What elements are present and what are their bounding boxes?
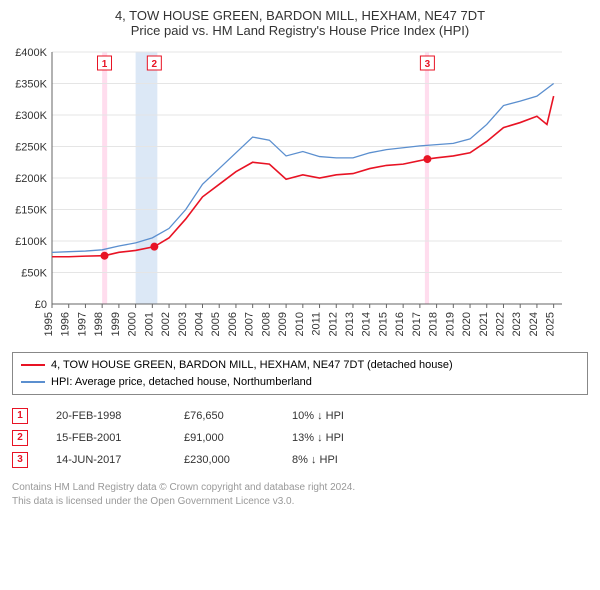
sales-marker: 1 xyxy=(12,408,28,424)
svg-text:2004: 2004 xyxy=(193,312,205,336)
svg-text:£100K: £100K xyxy=(15,236,47,248)
legend-swatch xyxy=(21,364,45,366)
svg-text:2: 2 xyxy=(152,59,158,70)
svg-text:2022: 2022 xyxy=(494,312,506,336)
sales-price: £230,000 xyxy=(184,449,264,471)
svg-text:£400K: £400K xyxy=(15,47,47,59)
sales-price: £91,000 xyxy=(184,427,264,449)
svg-text:2024: 2024 xyxy=(528,312,540,336)
svg-text:2000: 2000 xyxy=(127,312,139,336)
footer-line-2: This data is licensed under the Open Gov… xyxy=(12,495,588,509)
sales-marker: 3 xyxy=(12,452,28,468)
svg-text:2017: 2017 xyxy=(411,312,423,336)
legend-row: 4, TOW HOUSE GREEN, BARDON MILL, HEXHAM,… xyxy=(21,357,579,374)
sales-row: 2 15-FEB-2001 £91,000 13% ↓ HPI xyxy=(12,427,588,449)
svg-text:2001: 2001 xyxy=(143,312,155,336)
svg-text:2018: 2018 xyxy=(428,312,440,336)
legend-label: 4, TOW HOUSE GREEN, BARDON MILL, HEXHAM,… xyxy=(51,357,453,374)
sales-row: 3 14-JUN-2017 £230,000 8% ↓ HPI xyxy=(12,449,588,471)
legend-row: HPI: Average price, detached house, Nort… xyxy=(21,374,579,391)
sales-date: 15-FEB-2001 xyxy=(56,427,156,449)
svg-text:£250K: £250K xyxy=(15,142,47,154)
svg-text:2009: 2009 xyxy=(277,312,289,336)
svg-text:1999: 1999 xyxy=(110,312,122,336)
svg-text:2010: 2010 xyxy=(294,312,306,336)
svg-text:2016: 2016 xyxy=(394,312,406,336)
sales-marker: 2 xyxy=(12,430,28,446)
svg-text:2002: 2002 xyxy=(160,312,172,336)
title-line-2: Price paid vs. HM Land Registry's House … xyxy=(8,23,592,38)
svg-text:2003: 2003 xyxy=(177,312,189,336)
svg-text:1: 1 xyxy=(102,59,108,70)
footer-line-1: Contains HM Land Registry data © Crown c… xyxy=(12,481,588,495)
svg-text:2014: 2014 xyxy=(361,312,373,336)
svg-text:1997: 1997 xyxy=(76,312,88,336)
legend-swatch xyxy=(21,381,45,383)
legend: 4, TOW HOUSE GREEN, BARDON MILL, HEXHAM,… xyxy=(12,352,588,395)
svg-text:1996: 1996 xyxy=(60,312,72,336)
svg-text:2006: 2006 xyxy=(227,312,239,336)
svg-text:2005: 2005 xyxy=(210,312,222,336)
svg-text:£150K: £150K xyxy=(15,205,47,217)
svg-text:1998: 1998 xyxy=(93,312,105,336)
footer-note: Contains HM Land Registry data © Crown c… xyxy=(12,481,588,509)
svg-text:2012: 2012 xyxy=(327,312,339,336)
svg-text:£300K: £300K xyxy=(15,110,47,122)
svg-text:2025: 2025 xyxy=(545,312,557,336)
svg-text:2020: 2020 xyxy=(461,312,473,336)
svg-text:2007: 2007 xyxy=(244,312,256,336)
svg-text:2019: 2019 xyxy=(444,312,456,336)
sales-date: 14-JUN-2017 xyxy=(56,449,156,471)
price-chart: £0 £50K £100K £150K £200K £250K £300K £350K £400… xyxy=(8,44,592,344)
svg-text:2013: 2013 xyxy=(344,312,356,336)
svg-text:1995: 1995 xyxy=(43,312,55,336)
svg-text:2015: 2015 xyxy=(377,312,389,336)
svg-text:£350K: £350K xyxy=(15,79,47,91)
sales-date: 20-FEB-1998 xyxy=(56,405,156,427)
svg-text:3: 3 xyxy=(425,59,431,70)
svg-text:£200K: £200K xyxy=(15,173,47,185)
sales-delta: 8% ↓ HPI xyxy=(292,449,392,471)
svg-text:2008: 2008 xyxy=(260,312,272,336)
sales-price: £76,650 xyxy=(184,405,264,427)
svg-text:2011: 2011 xyxy=(311,312,323,336)
sales-delta: 10% ↓ HPI xyxy=(292,405,392,427)
sales-row: 1 20-FEB-1998 £76,650 10% ↓ HPI xyxy=(12,405,588,427)
svg-text:2023: 2023 xyxy=(511,312,523,336)
svg-text:£50K: £50K xyxy=(21,268,47,280)
sales-table: 1 20-FEB-1998 £76,650 10% ↓ HPI 2 15-FEB-2001… xyxy=(12,405,588,471)
sales-delta: 13% ↓ HPI xyxy=(292,427,392,449)
svg-text:2021: 2021 xyxy=(478,312,490,336)
legend-label: HPI: Average price, detached house, Nort… xyxy=(51,374,312,391)
svg-text:£0: £0 xyxy=(35,299,47,311)
title-line-1: 4, TOW HOUSE GREEN, BARDON MILL, HEXHAM,… xyxy=(8,8,592,23)
